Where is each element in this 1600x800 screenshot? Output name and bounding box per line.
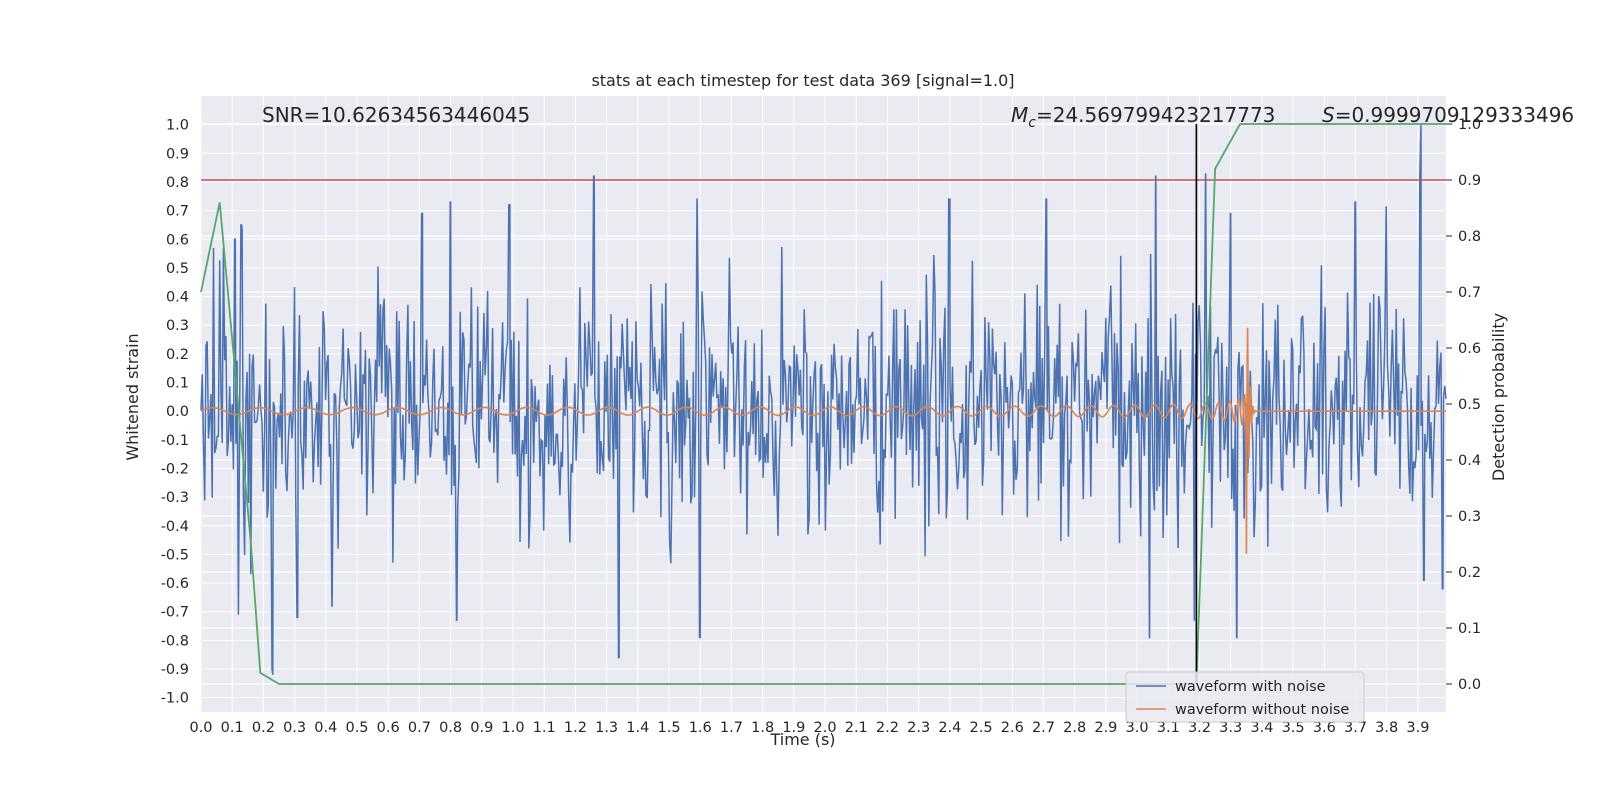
y2-tick-label: 0.8 [1458,229,1481,245]
x-tick-label: 3.9 [1406,720,1429,736]
y2-tick-label: 0.4 [1458,453,1481,469]
x-tick-label: 2.7 [1032,720,1055,736]
x-tick-label: 0.7 [408,720,431,736]
chirp-mass-subscript: c [1028,115,1036,131]
x-tick-label: 1.6 [689,720,712,736]
y2-tick-labels: 1.0 0.9 0.8 0.7 0.6 0.5 0.4 0.3 0.2 0.1 0.0 [1446,117,1481,693]
y-tick-label: -0.4 [161,519,189,535]
x-tick-label: 2.0 [814,720,837,736]
y2-tick-label: 0.3 [1458,509,1481,525]
x-tick-label: 2.9 [1094,720,1117,736]
y-tick-label: -0.3 [161,490,189,506]
y2-tick-label: 0.2 [1458,565,1481,581]
y-tick-label: -0.1 [161,433,189,449]
y-tick-label: -0.2 [161,461,189,477]
x-tick-label: 0.0 [189,720,212,736]
x-tick-label: 0.4 [314,720,337,736]
x-tick-label: 3.3 [1219,720,1242,736]
x-tick-label: 1.3 [595,720,618,736]
x-tick-label: 2.4 [938,720,961,736]
significance-value: =0.9999709129333496 [1335,103,1574,127]
x-tick-label: 0.6 [377,720,400,736]
x-tick-label: 3.4 [1250,720,1273,736]
x-tick-label: 2.6 [1001,720,1024,736]
y2-axis-label: Detection probability [1489,313,1508,481]
y-tick-label: 1.0 [166,118,189,134]
x-tick-label: 2.2 [876,720,899,736]
x-tick-label: 2.5 [970,720,993,736]
x-tick-label: 2.1 [845,720,868,736]
x-tick-label: 0.1 [221,720,244,736]
y-tick-label: -0.6 [161,576,189,592]
series-detection-probability [200,123,1446,685]
x-tick-labels: 0.0 0.1 0.2 0.3 0.4 0.5 0.6 0.7 0.8 0.9 1.0 1.1 1.2 1… [189,720,1429,736]
y-tick-labels: 1.0 0.9 0.8 0.7 0.6 0.5 0.4 0.3 0.2 0.1 0.0 -0.1 -0.… [161,118,189,707]
legend-label-clean: waveform without noise [1175,702,1349,718]
axes [200,96,1447,712]
x-tick-label: 3.1 [1157,720,1180,736]
x-tick-label: 1.5 [658,720,681,736]
series-waveform-without-noise [200,327,1446,554]
x-tick-label: 1.9 [782,720,805,736]
series-waveform-with-noise [200,124,1447,675]
chirp-mass-value: =24.569799423217773 [1036,103,1275,127]
x-tick-label: 2.8 [1063,720,1086,736]
legend-label-noise: waveform with noise [1175,679,1326,695]
x-tick-label: 1.0 [501,720,524,736]
x-tick-label: 1.8 [751,720,774,736]
x-tick-label: 1.7 [720,720,743,736]
y-tick-label: 0.7 [166,204,189,220]
snr-annotation: SNR=10.62634563446045 [262,103,530,127]
y-tick-label: 0.3 [166,318,189,334]
y2-tick-label: 0.9 [1458,173,1481,189]
x-tick-label: 0.8 [439,720,462,736]
y-tick-label: -0.7 [161,605,189,621]
x-tick-label: 3.8 [1375,720,1398,736]
x-tick-label: 1.4 [626,720,649,736]
y-tick-label: -1.0 [161,691,189,707]
y-tick-label: 0.8 [166,175,189,191]
y-tick-label: 0.9 [166,146,189,162]
legend: waveform with noise waveform without noi… [1125,671,1365,723]
x-axis-label: Time (s) [769,730,835,749]
x-tick-label: 3.2 [1188,720,1211,736]
chart-title: stats at each timestep for test data 369… [591,71,1014,90]
x-tick-label: 0.2 [252,720,275,736]
x-tick-label: 0.3 [283,720,306,736]
x-tick-label: 3.5 [1282,720,1305,736]
y-tick-label: -0.8 [161,633,189,649]
y-tick-label: -0.9 [161,662,189,678]
series-layer [200,123,1447,685]
y-tick-label: 0.1 [166,376,189,392]
y-tick-label: 0.5 [166,261,189,277]
y2-tick-label: 0.6 [1458,341,1481,357]
significance-annotation: S=0.9999709129333496 [1322,103,1574,127]
x-tick-label: 1.1 [533,720,556,736]
y2-tick-label: 0.7 [1458,285,1481,301]
x-tick-label: 3.7 [1344,720,1367,736]
x-tick-label: 3.0 [1126,720,1149,736]
chirp-mass-annotation: Mc=24.569799423217773 [1011,103,1275,131]
y2-tick-label: 0.0 [1458,677,1481,693]
y-tick-label: -0.5 [161,547,189,563]
y-axis-label: Whitened strain [123,333,142,460]
x-tick-label: 0.9 [470,720,493,736]
y-tick-label: 0.6 [166,232,189,248]
x-tick-label: 3.6 [1313,720,1336,736]
y-tick-label: 0.0 [166,404,189,420]
y2-tick-label: 1.0 [1458,117,1481,133]
y-tick-label: 0.4 [166,290,189,306]
significance-symbol: S [1322,103,1335,127]
chirp-mass-symbol: M [1011,103,1028,127]
x-tick-label: 2.3 [907,720,930,736]
x-tick-label: 0.5 [345,720,368,736]
y-tick-label: 0.2 [166,347,189,363]
legend-box [1125,671,1365,723]
x-tick-label: 1.2 [564,720,587,736]
y2-tick-label: 0.5 [1458,397,1481,413]
y2-tick-label: 0.1 [1458,621,1481,637]
